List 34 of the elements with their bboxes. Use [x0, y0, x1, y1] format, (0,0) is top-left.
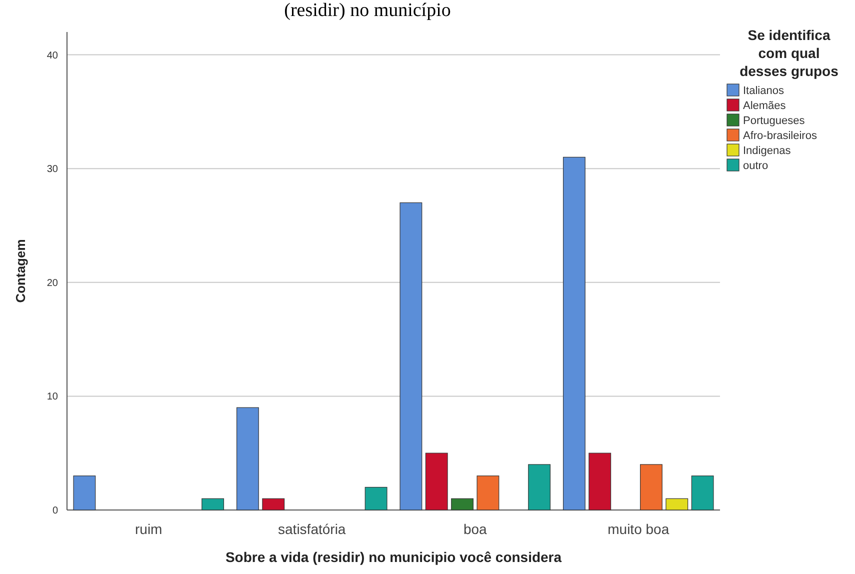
- bar: [562, 156, 586, 510]
- bar: [73, 476, 96, 510]
- bar: [202, 498, 224, 510]
- y-tick-label: 10: [46, 392, 58, 403]
- legend-label: Afro-brasileiros: [743, 130, 818, 142]
- bar: [691, 476, 714, 510]
- y-tick-label: 0: [52, 506, 58, 516]
- x-tick-label: ruim: [135, 521, 162, 537]
- bar: [400, 202, 422, 510]
- x-axis-title: Sobre a vida (residir) no municipio você considera: [225, 549, 562, 565]
- bar: [666, 498, 688, 510]
- y-tick-label: 30: [46, 164, 58, 176]
- bar: [451, 498, 474, 510]
- legend-label: Alemães: [743, 100, 786, 112]
- y-axis-title: Contagem: [13, 239, 28, 303]
- legend-label: Italianos: [743, 85, 784, 97]
- bar: [364, 486, 388, 510]
- y-tick-label: 20: [46, 278, 58, 289]
- bar: [588, 452, 612, 510]
- legend-title: Se identifica com qual desses grupos: [740, 27, 839, 79]
- legend-label: Indigenas: [743, 145, 792, 157]
- legend-label: Portugueses: [743, 115, 806, 127]
- bar: [640, 464, 662, 510]
- legend-label: outro: [743, 160, 768, 172]
- chart-title: (residir) no município: [284, 0, 451, 21]
- bar: [236, 407, 259, 510]
- bar: [476, 476, 500, 510]
- bar: [262, 498, 285, 510]
- x-tick-label: boa: [463, 521, 488, 537]
- x-tick-label: muito boa: [608, 521, 670, 537]
- bar: [528, 464, 551, 510]
- y-tick-label: 40: [46, 50, 58, 62]
- bar: [425, 452, 448, 510]
- x-tick-label: satisfatória: [278, 521, 346, 537]
